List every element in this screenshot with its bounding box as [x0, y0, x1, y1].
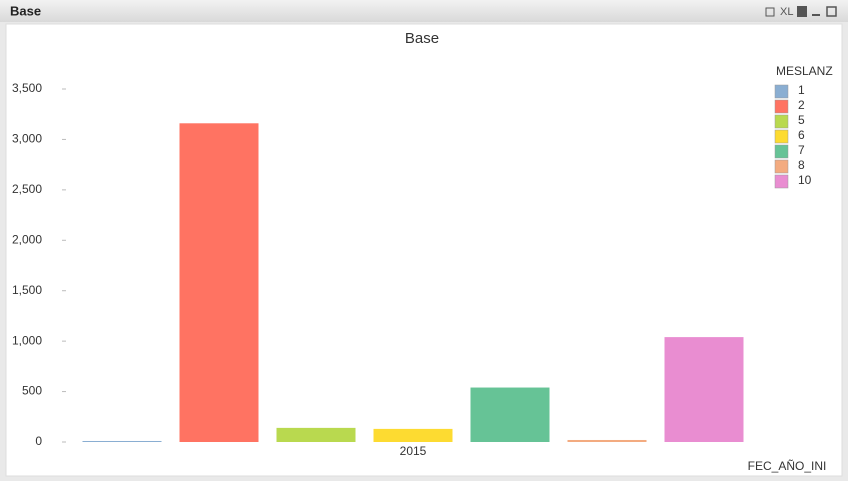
y-tick-label: 1,000: [12, 333, 42, 347]
legend-swatch: [774, 144, 789, 159]
y-tick-label: 2,000: [12, 232, 42, 246]
y-tick-label: 3,000: [12, 132, 42, 146]
export-icon[interactable]: XL: [780, 6, 793, 18]
bar: [373, 428, 453, 442]
legend-swatch: [774, 129, 789, 144]
bar: [664, 337, 744, 442]
legend-label: 7: [798, 143, 805, 157]
legend-label: 5: [798, 113, 805, 127]
y-tick-label: 3,500: [12, 81, 42, 95]
title-bar: [0, 0, 848, 22]
y-tick-label: 2,500: [12, 182, 42, 196]
bar: [567, 439, 647, 442]
y-tick-label: 0: [35, 434, 42, 448]
bar: [276, 427, 356, 442]
restore-icon[interactable]: [797, 6, 807, 17]
legend-label: 10: [798, 173, 812, 187]
maximize-icon[interactable]: [826, 6, 837, 17]
bar: [82, 440, 162, 442]
legend-label: 6: [798, 128, 805, 142]
window-caption: Base: [10, 3, 41, 18]
legend-label: 2: [798, 98, 805, 112]
x-axis-title: FEC_AÑO_INI: [748, 459, 827, 473]
legend-swatch: [774, 174, 789, 189]
bar: [179, 123, 259, 442]
legend-label: 1: [798, 83, 805, 97]
chart-title: Base: [405, 30, 439, 47]
legend-label: 8: [798, 158, 805, 172]
legend-swatch: [774, 99, 789, 114]
y-tick-label: 1,500: [12, 283, 42, 297]
print-icon[interactable]: [765, 7, 775, 17]
legend-swatch: [774, 84, 789, 99]
legend-title: MESLANZ: [776, 64, 833, 78]
legend-swatch: [774, 114, 789, 129]
legend-swatch: [774, 159, 789, 174]
x-tick-label: 2015: [400, 444, 427, 458]
bar: [470, 387, 550, 442]
y-tick-label: 500: [22, 384, 42, 398]
